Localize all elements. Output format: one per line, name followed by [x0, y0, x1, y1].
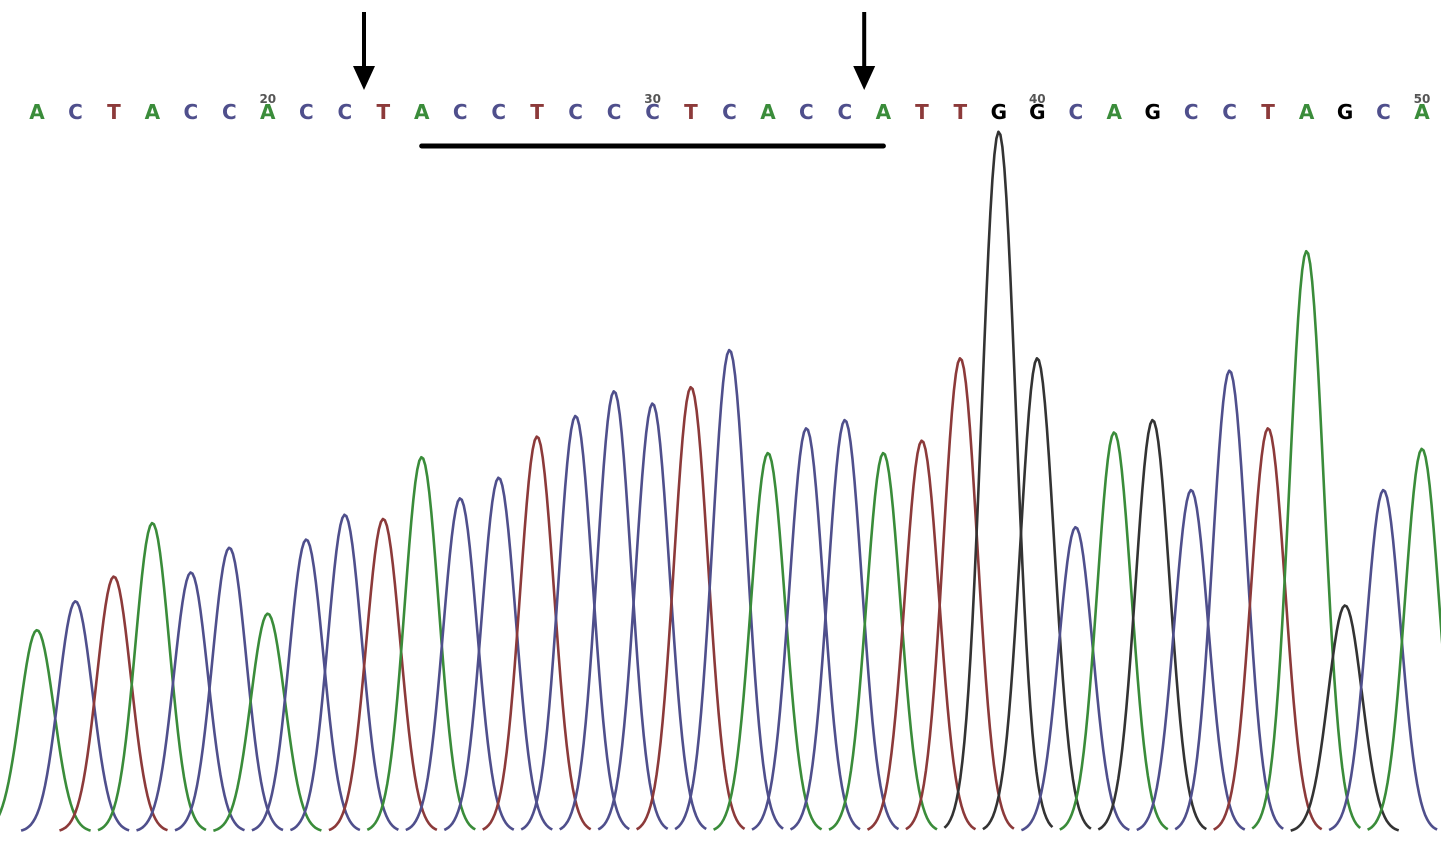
trace-peak-c	[597, 402, 707, 831]
position-label: 30	[644, 92, 661, 106]
base-call-a: A	[760, 100, 776, 124]
base-call-c: C	[1068, 100, 1083, 124]
trace-peak-c	[174, 546, 284, 832]
trace-peak-t	[635, 385, 746, 831]
base-call-c: C	[299, 100, 314, 124]
base-call-a: A	[876, 100, 892, 124]
base-call-g: G	[1337, 100, 1353, 124]
trace-peak-c	[1174, 369, 1284, 831]
trace-peak-c	[1136, 488, 1246, 832]
trace-peak-t	[1213, 427, 1323, 831]
trace-peak-a	[1059, 431, 1169, 831]
trace-peak-c	[405, 497, 515, 832]
annotations	[353, 12, 886, 149]
base-call-t: T	[530, 100, 544, 124]
trace-peak-a	[366, 455, 476, 831]
base-call-t: T	[953, 100, 967, 124]
trace-peak-t	[482, 435, 592, 831]
trace-peak-c	[136, 571, 245, 832]
base-call-a: A	[145, 100, 161, 124]
base-call-c: C	[799, 100, 814, 124]
trace-peak-a	[213, 612, 322, 832]
trace-peak-g	[1097, 418, 1207, 831]
base-call-a: A	[1414, 100, 1430, 124]
base-call-c: C	[838, 100, 853, 124]
base-call-t: T	[684, 100, 698, 124]
position-label: 40	[1029, 92, 1046, 106]
base-call-a: A	[1106, 100, 1122, 124]
arrow-down-icon	[353, 12, 375, 90]
base-call-c: C	[68, 100, 83, 124]
base-call-g: G	[991, 100, 1007, 124]
base-call-t: T	[376, 100, 390, 124]
trace-peak-c	[443, 476, 553, 832]
arrow-down-icon	[853, 12, 876, 90]
base-call-c: C	[645, 100, 660, 124]
trace-peak-a	[713, 451, 823, 831]
trace-peak-a	[1251, 249, 1362, 830]
base-call-c: C	[491, 100, 506, 124]
trace-peak-t	[905, 356, 1015, 831]
trace-peak-c	[1328, 488, 1438, 832]
trace-peak-c	[674, 348, 784, 831]
trace-peak-c	[789, 418, 900, 831]
trace-peak-t	[866, 439, 977, 831]
position-label: 50	[1414, 92, 1431, 106]
trace-peak-a	[828, 451, 938, 831]
base-call-a: A	[29, 100, 45, 124]
base-call-t: T	[915, 100, 929, 124]
position-label: 20	[259, 92, 276, 106]
base-call-c: C	[607, 100, 622, 124]
base-call-a: A	[414, 100, 430, 124]
base-call-a: A	[260, 100, 276, 124]
trace-peak-c	[251, 538, 361, 832]
base-call-c: C	[184, 100, 199, 124]
base-call-c: C	[1222, 100, 1237, 124]
base-call-t: T	[107, 100, 121, 124]
trace-peak-c	[559, 389, 669, 831]
base-call-c: C	[453, 100, 468, 124]
base-call-c: C	[722, 100, 737, 124]
trace-peak-c	[751, 427, 861, 831]
trace-peak-c	[520, 414, 630, 831]
trace-peak-a	[0, 628, 91, 832]
trace-peak-g	[943, 130, 1054, 829]
base-call-c: C	[222, 100, 237, 124]
trace-peak-g	[1290, 604, 1400, 832]
trace-peak-a	[1367, 447, 1441, 831]
trace-peak-a	[97, 521, 207, 832]
trace-peak-t	[59, 575, 168, 832]
trace-peak-t	[328, 517, 438, 832]
base-call-c: C	[568, 100, 583, 124]
trace-peak-c	[20, 599, 130, 832]
base-call-c: C	[1376, 100, 1391, 124]
base-call-g: G	[1144, 100, 1160, 124]
base-call-c: C	[1184, 100, 1199, 124]
position-labels: 20 30 40 50	[259, 92, 1430, 106]
base-call-a: A	[1299, 100, 1315, 124]
base-call-c: C	[337, 100, 352, 124]
base-call-t: T	[1261, 100, 1275, 124]
trace-peak-g	[982, 356, 1092, 831]
trace-lines	[0, 130, 1441, 832]
trace-peak-c	[1020, 525, 1130, 832]
base-call-g: G	[1029, 100, 1045, 124]
trace-peak-c	[289, 513, 399, 832]
